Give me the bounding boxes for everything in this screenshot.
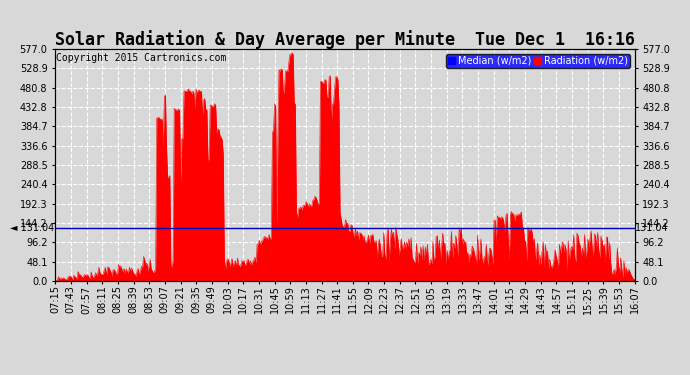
Text: 131.04: 131.04 bbox=[635, 224, 669, 234]
Text: Copyright 2015 Cartronics.com: Copyright 2015 Cartronics.com bbox=[56, 53, 226, 63]
Text: ◄ 131.04: ◄ 131.04 bbox=[10, 224, 55, 234]
Legend: Median (w/m2), Radiation (w/m2): Median (w/m2), Radiation (w/m2) bbox=[446, 54, 630, 68]
Title: Solar Radiation & Day Average per Minute  Tue Dec 1  16:16: Solar Radiation & Day Average per Minute… bbox=[55, 30, 635, 49]
